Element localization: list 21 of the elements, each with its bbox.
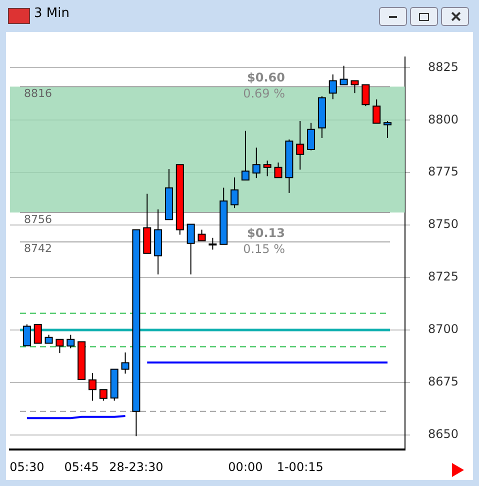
y-tick-label: 8775 [428,164,459,179]
annotation: 0.15 % [243,242,285,256]
chart-title: 3 Min [34,6,70,21]
annotation: $0.13 [247,226,285,240]
y-tick-label: 8750 [428,217,459,232]
y-tick-label: 8650 [428,427,459,442]
ref-line-label: 8816 [24,86,52,100]
x-tick-label: 05:45 [64,460,99,474]
annotation: 0.69 % [243,86,285,101]
y-tick-label: 8800 [428,112,459,126]
ref-line-label: 8756 [24,212,52,226]
y-tick-label: 8700 [428,322,459,336]
ref-line-label: 8742 [24,242,52,256]
x-tick-label: 1-00:15 [276,460,324,474]
x-tick-label: 05:30 [10,460,44,474]
y-tick-label: 8825 [428,60,459,74]
x-tick-label: 28-23:30 [109,460,164,474]
y-tick-label: 8675 [428,374,459,389]
annotation: $0.60 [247,70,285,85]
x-tick-label: 00:00 [228,460,263,474]
y-tick-label: 8725 [428,270,459,284]
